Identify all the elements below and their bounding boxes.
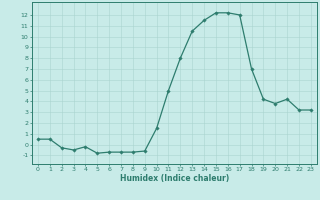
- X-axis label: Humidex (Indice chaleur): Humidex (Indice chaleur): [120, 174, 229, 183]
